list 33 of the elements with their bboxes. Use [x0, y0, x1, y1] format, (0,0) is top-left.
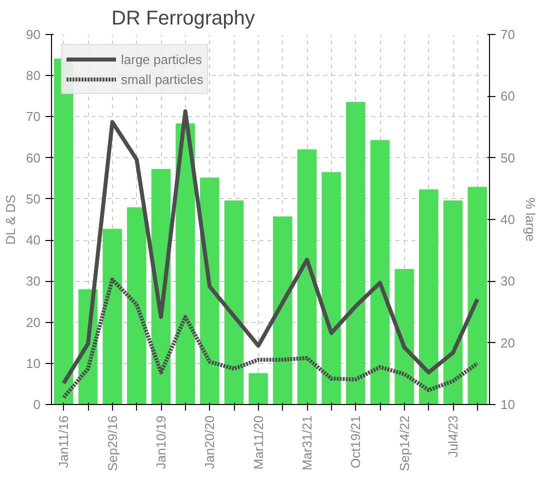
line-series: [62, 109, 480, 386]
legend-label: small particles: [121, 72, 204, 86]
y-tick-label: 60: [26, 150, 41, 166]
y2-tick-label: 40: [500, 212, 515, 227]
y-tick-label: 50: [26, 191, 41, 206]
y-tick-label: 0: [33, 397, 41, 412]
legend-label: large particles: [121, 52, 202, 66]
x-tick-label: Jan11/16: [56, 415, 72, 468]
x-tick-label: Mar11/20: [250, 415, 266, 470]
x-tick-label: Jan10/19: [154, 415, 168, 469]
y2-tick-label: 50: [500, 150, 515, 166]
x-tick-label: Oct19/21: [348, 415, 364, 468]
y-tick-label: 20: [26, 314, 41, 330]
chart-title: DR Ferrography: [112, 8, 255, 30]
y-tick-label: 90: [26, 27, 41, 42]
y-axis-title: DL & DS: [3, 194, 18, 245]
y2-tick-label: 30: [500, 274, 515, 289]
y2-tick-label: 10: [500, 397, 515, 412]
line-series: [62, 278, 480, 400]
x-tick-label: Jul4/23: [446, 416, 460, 458]
x-tick-label: Sep14/22: [396, 415, 412, 472]
y-tick-label: 40: [26, 232, 41, 248]
x-tick-label: Sep29/16: [104, 415, 120, 472]
y2-tick-label: 20: [500, 335, 515, 350]
y-tick-label: 80: [26, 68, 41, 84]
x-tick-label: Jan20/20: [202, 415, 218, 469]
y2-axis-title: % large: [522, 197, 538, 242]
y-tick-label: 70: [26, 109, 41, 124]
x-tick-label: Mar31/21: [300, 416, 314, 470]
y-tick-label: 10: [26, 356, 41, 371]
y2-tick-label: 60: [500, 88, 515, 104]
y2-tick-label: 70: [500, 27, 515, 42]
y-tick-label: 30: [26, 274, 41, 289]
